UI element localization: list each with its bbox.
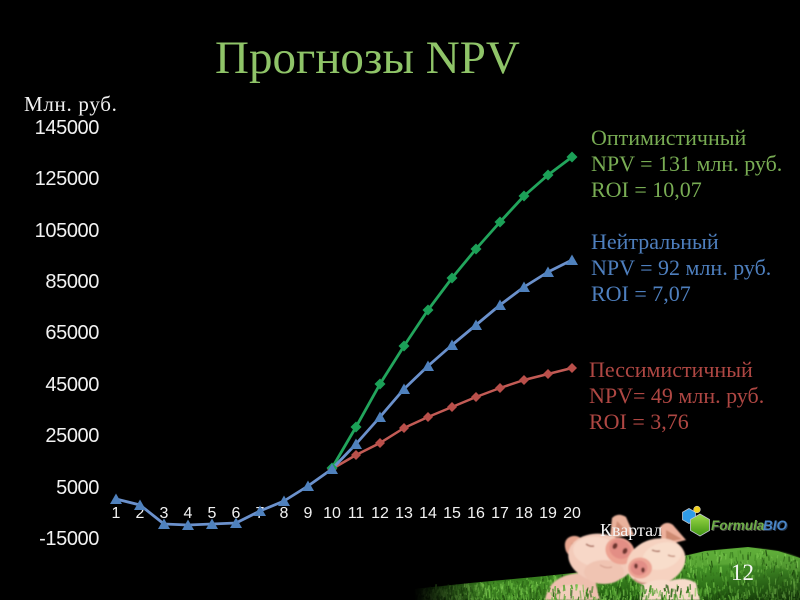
svg-text:5: 5 (208, 505, 217, 522)
svg-text:Млн. руб.: Млн. руб. (24, 92, 118, 116)
svg-text:105000: 105000 (35, 220, 100, 242)
svg-text:8: 8 (280, 505, 289, 522)
svg-text:12: 12 (371, 505, 389, 522)
svg-text:4: 4 (184, 505, 193, 522)
svg-text:10: 10 (323, 505, 341, 522)
svg-text:2: 2 (136, 505, 145, 522)
svg-text:Прогнозы NPV: Прогнозы NPV (215, 32, 520, 84)
svg-text:125000: 125000 (35, 168, 100, 190)
svg-text:ROI = 7,07: ROI = 7,07 (591, 281, 691, 306)
svg-text:16: 16 (467, 505, 485, 522)
svg-text:6: 6 (232, 505, 241, 522)
svg-text:1: 1 (112, 505, 121, 522)
svg-text:BIO: BIO (763, 518, 788, 533)
svg-text:85000: 85000 (45, 271, 99, 293)
svg-text:9: 9 (304, 505, 313, 522)
svg-text:65000: 65000 (45, 322, 99, 344)
svg-text:Formula: Formula (711, 518, 765, 533)
svg-text:11: 11 (348, 505, 365, 522)
svg-text:25000: 25000 (45, 425, 99, 447)
svg-text:145000: 145000 (35, 117, 100, 139)
svg-text:Formula: Formula (712, 519, 766, 534)
svg-text:NPV= 49 млн. руб.: NPV= 49 млн. руб. (589, 383, 764, 408)
svg-text:NPV = 92 млн. руб.: NPV = 92 млн. руб. (591, 255, 771, 280)
svg-text:Пессимистичный: Пессимистичный (589, 357, 753, 382)
svg-text:BIO: BIO (764, 519, 789, 534)
svg-text:ROI = 10,07: ROI = 10,07 (591, 177, 702, 202)
svg-text:19: 19 (539, 505, 557, 522)
svg-text:-15000: -15000 (39, 528, 99, 550)
svg-text:13: 13 (395, 505, 413, 522)
svg-text:14: 14 (419, 505, 437, 522)
svg-text:NPV = 131 млн. руб.: NPV = 131 млн. руб. (591, 151, 782, 176)
svg-text:12: 12 (731, 560, 754, 585)
svg-text:20: 20 (563, 505, 581, 522)
svg-text:15: 15 (443, 505, 461, 522)
svg-text:ROI = 3,76: ROI = 3,76 (589, 409, 689, 434)
svg-text:Квартал: Квартал (600, 520, 662, 540)
svg-text:Оптимистичный: Оптимистичный (591, 125, 747, 150)
svg-text:17: 17 (491, 505, 509, 522)
svg-text:18: 18 (515, 505, 533, 522)
svg-text:5000: 5000 (56, 477, 99, 499)
svg-text:Нейтральный: Нейтральный (591, 229, 719, 254)
svg-text:45000: 45000 (45, 374, 99, 396)
svg-text:3: 3 (160, 505, 169, 522)
